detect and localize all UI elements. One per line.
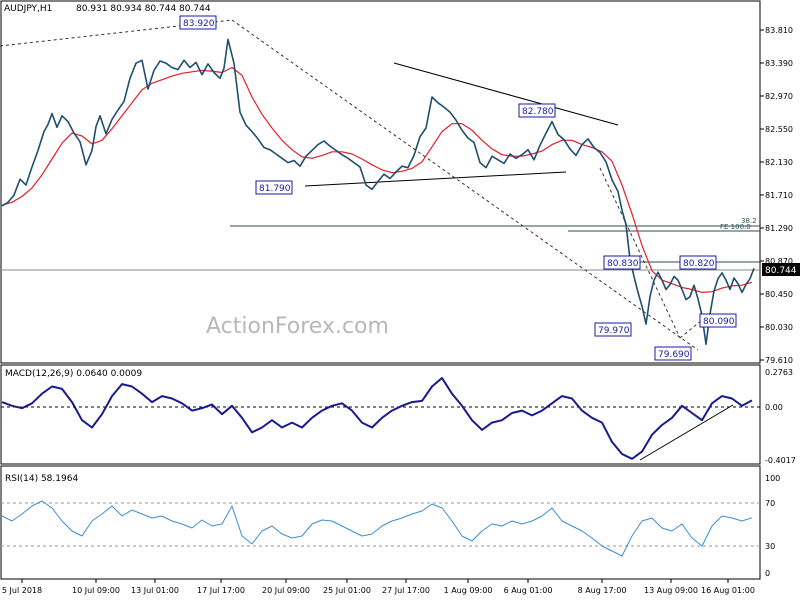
price-y-tick-label: 80.450: [765, 290, 793, 299]
rsi-y-tick-label: 30: [765, 542, 775, 551]
macd-y-tick-label: 0.00: [765, 403, 783, 412]
macd-y-tick-label: 0.2763: [765, 368, 793, 377]
x-tick-label: 6 Aug 01:00: [504, 586, 553, 595]
price-level-label: 83.920: [183, 19, 215, 29]
x-tick-label: 5 Jul 2018: [2, 586, 42, 595]
price-level-label: 79.970: [598, 326, 630, 336]
rsi-series-layer: [1, 500, 753, 557]
price-level-label-box: [654, 346, 692, 361]
price-level-label: 81.790: [259, 184, 291, 194]
price-level-label: 80.820: [683, 259, 715, 269]
price-level-label-box: [518, 103, 556, 118]
x-tick-label: 27 Jul 17:00: [382, 586, 430, 595]
price-y-tick-label: 80.870: [765, 257, 793, 266]
price-y-tick-label: 82.130: [765, 158, 793, 167]
macd-y-tick-label: -0.4017: [765, 456, 796, 465]
rsi-line: [1, 500, 753, 557]
macd-title: MACD(12,26,9) 0.0640 0.0009: [5, 369, 142, 379]
x-tick-label: 16 Aug 01:00: [701, 586, 755, 595]
price-y-tick-label: 81.290: [765, 224, 793, 233]
x-tick-label: 17 Jul 17:00: [197, 586, 245, 595]
price-y-tick-label: 81.710: [765, 191, 793, 200]
price-level-label-box: [699, 313, 737, 328]
fibo-label: 38.2: [741, 217, 757, 225]
last-price-value: 80.744: [765, 266, 797, 276]
price-level-label: 80.090: [703, 317, 735, 327]
support-trendline: [304, 171, 567, 187]
x-tick-label: 8 Aug 17:00: [578, 586, 627, 595]
price-y-tick-label: 79.610: [765, 356, 793, 365]
price-line: [1, 38, 755, 346]
dashed-retrace-line: [679, 319, 703, 339]
macd-panel-frame: [0, 364, 761, 465]
dashed-drop-trendline: [599, 167, 681, 339]
rsi-y-tick-label: 0: [765, 569, 770, 578]
price-panel-frame: [0, 0, 761, 364]
rsi-title: RSI(14) 58.1964: [5, 474, 78, 484]
price-y-tick-label: 83.390: [765, 59, 793, 68]
price-level-label: 79.690: [658, 350, 690, 360]
x-tick-label: 13 Aug 09:00: [644, 586, 698, 595]
price-series-layer: [1, 38, 755, 346]
rsi-y-tick-label: 100: [765, 474, 780, 483]
price-level-label-box: [603, 255, 641, 270]
price-level-label: 82.780: [522, 107, 554, 117]
last-price-tag: [762, 263, 800, 276]
x-tick-label: 13 Jul 01:00: [131, 586, 179, 595]
price-level-label-box: [255, 180, 293, 195]
symbol-label: AUDJPY,H1: [4, 4, 52, 14]
axis-labels-layer: 83.810 83.390 82.970 82.550 82.130 81.710 81.2…: [2, 26, 796, 595]
macd-line: [1, 377, 753, 460]
price-level-label-box: [179, 15, 217, 30]
price-level-label-box: [679, 255, 717, 270]
price-y-tick-label: 82.550: [765, 125, 793, 134]
annotation-layer: 83.920 81.790 82.780 80.830 80.820 79.970 80.0…: [179, 15, 757, 361]
x-tick-label: 20 Jul 09:00: [262, 586, 310, 595]
price-level-label-box: [594, 322, 632, 337]
ema-line: [1, 66, 753, 293]
x-tick-label: 1 Aug 09:00: [444, 586, 493, 595]
price-y-tick-label: 83.810: [765, 26, 793, 35]
macd-trendline: [639, 404, 734, 461]
dashed-fall-trendline: [231, 19, 699, 351]
watermark: ActionForex.com: [206, 314, 389, 339]
ohlc-readout: 80.931 80.934 80.744 80.744: [76, 4, 211, 14]
x-tick-label: 25 Jul 01:00: [323, 586, 371, 595]
price-level-label: 80.830: [607, 259, 639, 269]
price-y-tick-label: 80.030: [765, 323, 793, 332]
fe-label: FE 100.0: [720, 223, 751, 231]
rsi-panel-frame: [0, 465, 761, 580]
x-tick-label: 10 Jul 09:00: [72, 586, 120, 595]
macd-series-layer: [1, 377, 753, 460]
resistance-trendline: [393, 62, 619, 126]
price-y-tick-label: 82.970: [765, 92, 793, 101]
rsi-y-tick-label: 70: [765, 499, 775, 508]
